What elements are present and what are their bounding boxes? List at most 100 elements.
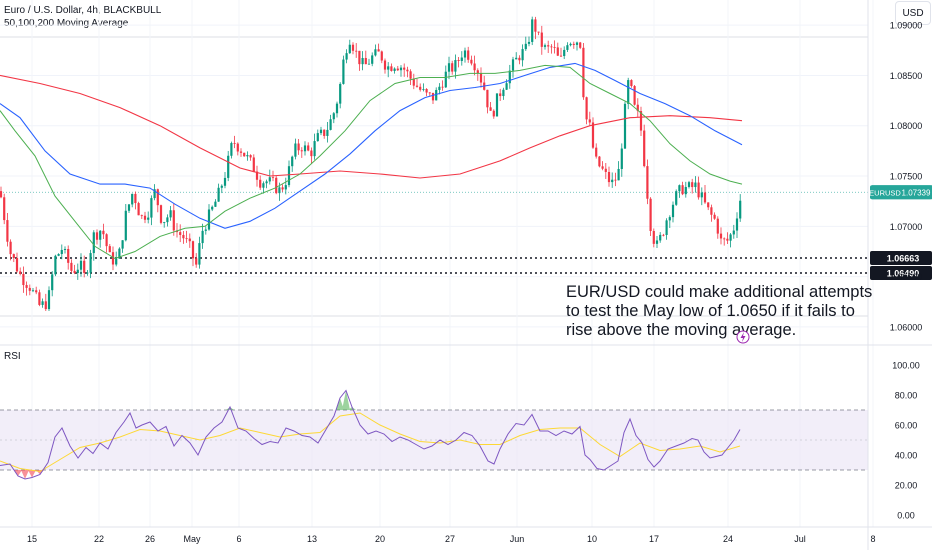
- candle-body: [275, 177, 278, 194]
- time-tick-label: 26: [145, 534, 155, 544]
- candle-body: [588, 119, 591, 123]
- symbol-tag-label: EURUSD: [869, 189, 901, 198]
- candle-body: [438, 86, 441, 90]
- rsi-overbought-fill: [226, 390, 356, 410]
- time-tick-label: 15: [27, 534, 37, 544]
- currency-button[interactable]: USD: [895, 1, 931, 25]
- candle-body: [185, 238, 188, 240]
- candle-body: [259, 179, 262, 188]
- candle-body: [623, 103, 627, 149]
- time-tick-label: 20: [375, 534, 385, 544]
- rsi-tick-label: 100.00: [892, 361, 920, 371]
- candle-body: [428, 92, 431, 94]
- candle-body: [329, 119, 332, 130]
- candle-body: [585, 97, 588, 120]
- candle-body: [633, 86, 636, 105]
- candle-body: [201, 230, 204, 244]
- candle-body: [63, 248, 67, 250]
- candle-body: [339, 83, 342, 104]
- candle-body: [310, 150, 313, 157]
- candle-body: [719, 233, 723, 239]
- candle-body: [729, 234, 732, 241]
- candle-body: [534, 19, 537, 32]
- candle-body: [505, 83, 508, 90]
- candle-body: [566, 45, 569, 50]
- candle-body: [521, 49, 524, 61]
- indicator-legend: 50,100,200 Moving Average: [4, 18, 129, 29]
- candle-body: [217, 187, 220, 202]
- candle-body: [371, 55, 374, 64]
- candle-body: [111, 252, 115, 265]
- candle-body: [287, 166, 291, 186]
- candle-body: [380, 51, 383, 61]
- candle-body: [297, 143, 300, 151]
- candle-body: [441, 86, 444, 88]
- annotation: EUR/USD could make additional attempts t…: [566, 283, 872, 344]
- candle-body: [419, 86, 422, 90]
- candle-body: [655, 240, 659, 244]
- candle-body: [537, 31, 540, 33]
- candle-body: [691, 182, 694, 188]
- candle-body: [646, 166, 649, 199]
- candle-body: [617, 168, 620, 181]
- price-tick-label: 1.07500: [890, 172, 923, 182]
- candle-body: [76, 269, 79, 274]
- candle-body: [163, 222, 166, 223]
- candle-body: [473, 63, 476, 71]
- candle-body: [563, 49, 566, 57]
- candle-body: [732, 230, 735, 235]
- candle-body: [3, 197, 6, 221]
- candle-body: [422, 88, 425, 90]
- candle-body: [723, 238, 726, 240]
- candle-body: [361, 58, 364, 65]
- candle-body: [383, 60, 387, 70]
- candle-body: [323, 129, 326, 136]
- candle-body: [35, 290, 38, 293]
- candle-body: [227, 155, 230, 178]
- candle-body: [364, 58, 367, 65]
- candle-body: [726, 238, 729, 241]
- time-tick-label: Jun: [510, 534, 525, 544]
- candle-body: [662, 234, 665, 236]
- candle-body: [604, 168, 607, 172]
- candle-body: [713, 214, 716, 219]
- rsi-tick-label: 60.00: [895, 421, 918, 431]
- candle-body: [300, 150, 303, 152]
- candle-body: [451, 63, 454, 72]
- candle-body: [22, 273, 25, 286]
- candle-body: [294, 143, 297, 157]
- candle-body: [550, 46, 553, 48]
- candle-body: [678, 185, 681, 192]
- chart-title: Euro / U.S. Dollar, 4h, BLACKBULL: [4, 5, 162, 16]
- lightning-icon[interactable]: [736, 330, 750, 344]
- time-tick-label: 13: [307, 534, 317, 544]
- candle-body: [230, 143, 233, 156]
- level-tag-label: 1.06663: [887, 254, 920, 264]
- candle-body: [700, 192, 703, 198]
- candle-body: [166, 217, 169, 223]
- candle-body: [19, 271, 22, 274]
- candle-body: [614, 179, 617, 181]
- candle-body: [15, 258, 19, 272]
- candle-body: [243, 152, 246, 157]
- candles: [0, 16, 742, 311]
- candle-body: [511, 59, 515, 71]
- candle-body: [435, 89, 438, 101]
- candle-body: [255, 171, 259, 180]
- candle-body: [351, 44, 355, 51]
- time-tick-label: 8: [870, 534, 875, 544]
- candle-body: [387, 66, 390, 70]
- candle-body: [559, 55, 563, 57]
- candle-body: [735, 218, 739, 231]
- candle-body: [92, 232, 95, 254]
- candle-body: [572, 43, 575, 45]
- candle-body: [220, 185, 223, 188]
- candle-body: [415, 85, 419, 87]
- candle-body: [159, 205, 163, 223]
- candle-body: [281, 187, 284, 190]
- candle-body: [659, 234, 662, 241]
- candle-body: [460, 57, 463, 61]
- rsi-ma-line: [0, 412, 741, 473]
- candle-body: [431, 92, 435, 101]
